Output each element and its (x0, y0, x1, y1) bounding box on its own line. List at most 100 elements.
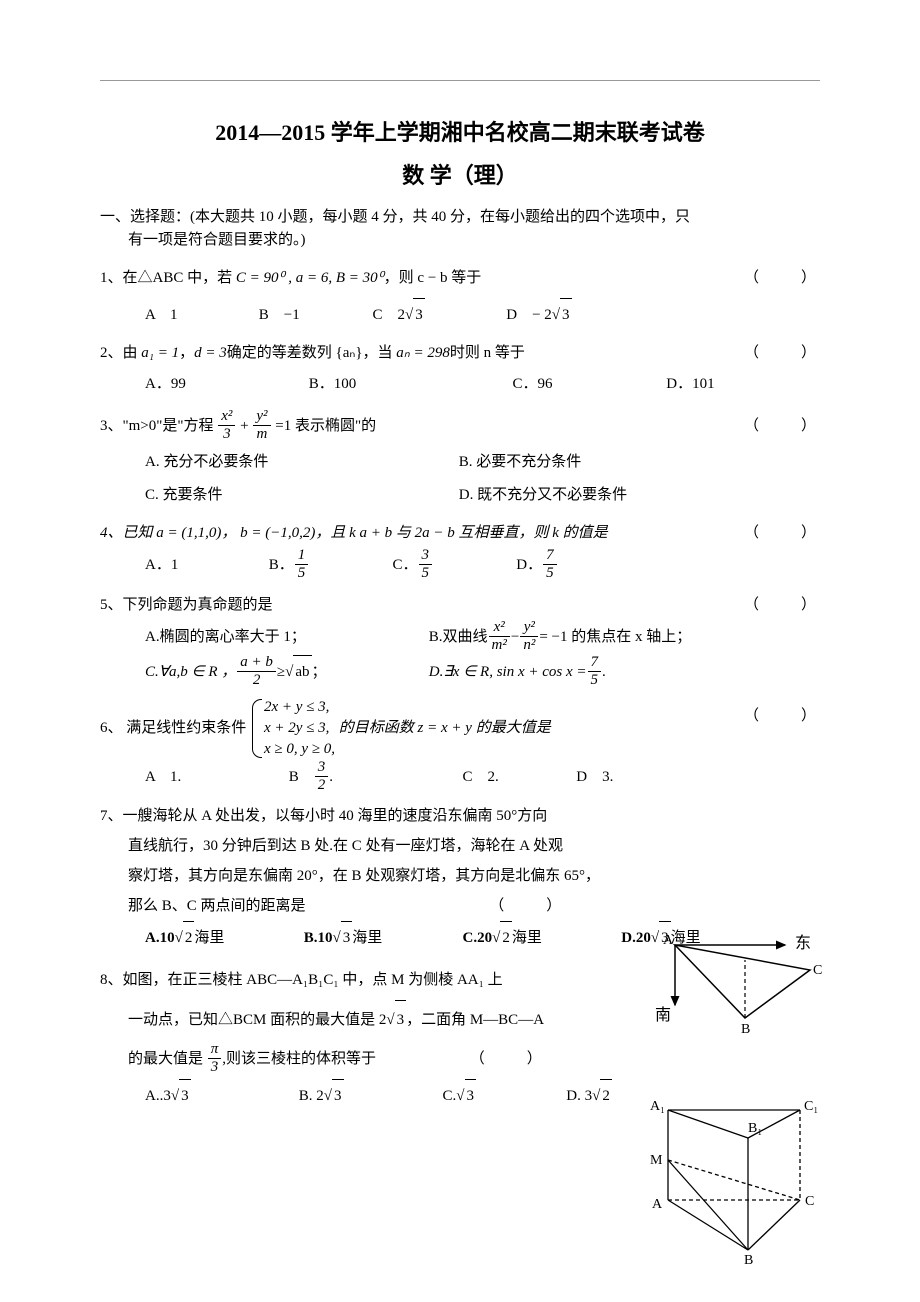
q1c-rad: 3 (413, 298, 425, 332)
q5b-d2: n² (520, 637, 538, 654)
q1d-sqrt: 3 (552, 298, 572, 332)
q6-post: 的目标函数 z = x + y 的最大值是 (339, 719, 551, 735)
q2-opt-a: A．99 (145, 368, 305, 401)
q1d-rad: 3 (560, 298, 572, 332)
q7-l1: 7、一艘海轮从 A 处出发，以每小时 40 海里的速度沿东偏南 50°方向 (100, 808, 547, 824)
q3-d1: 3 (218, 426, 235, 443)
q1d-pre: D − 2 (506, 299, 552, 332)
q3-stem: 3、"m>0"是"方程 x²3 + y²m =1 表示椭圆"的 （ ） (100, 407, 820, 446)
header-rule (100, 80, 820, 81)
q5c-rad: ab (293, 655, 311, 689)
q8d-rad: 2 (600, 1079, 612, 1113)
q8a-sqrt: 3 (171, 1079, 191, 1113)
q5-options: A.椭圆的离心率大于 1； B.双曲线 x²m² − y²n² = −1 的焦点… (100, 620, 820, 691)
q5b-f1: x²m² (489, 619, 510, 655)
q2-paren: （ ） (744, 338, 820, 368)
q5b-d1: m² (489, 637, 510, 654)
q3-opt-c: C. 充要条件 (145, 479, 455, 512)
q4-opt-d: D．75 (516, 548, 557, 584)
q8c-sqrt: 3 (456, 1079, 476, 1113)
q7c-post: 海里 (512, 922, 542, 955)
q7b-post: 海里 (352, 922, 382, 955)
q2-options: A．99 B．100 C．96 D．101 (100, 368, 820, 401)
q5c-sqrt: ab (285, 655, 311, 689)
q8-opt-a: A..33 (145, 1079, 295, 1113)
q6-stem: 6、 满足线性约束条件 2x + y ≤ 3, x + 2y ≤ 3, x ≥ … (100, 697, 820, 760)
q5d-d: 5 (588, 672, 602, 689)
q1-paren: （ ） (744, 259, 820, 298)
q4d-frac: 75 (543, 547, 557, 583)
q3-n2: y² (253, 408, 270, 426)
q5b-pre: B.双曲线 (429, 621, 488, 654)
q1-post: ，则 c − b 等于 (384, 270, 482, 286)
fig7-b: B (741, 1022, 750, 1037)
q3-post: =1 表示椭圆"的 (272, 418, 377, 434)
question-1: 1、在△ABC 中，若 C = 90⁰ , a = 6, B = 30⁰，则 c… (100, 259, 820, 332)
q5d-n: 7 (588, 654, 602, 672)
q6-l1: 2x + y ≤ 3, (264, 697, 335, 718)
q6-opt-d: D 3. (576, 761, 613, 794)
q5d-frac: 75 (588, 654, 602, 690)
q2-opt-d: D．101 (666, 368, 714, 401)
q8b-sqrt: 3 (324, 1079, 344, 1113)
q3-options: A. 充分不必要条件 B. 必要不充分条件 C. 充要条件 D. 既不充分又不必… (100, 446, 820, 512)
q5-stem: 5、下列命题为真命题的是 （ ） (100, 590, 820, 620)
q5b-minus: − (511, 621, 519, 654)
q5c-d: 2 (237, 672, 276, 689)
q8b-rad: 3 (332, 1079, 344, 1113)
q4b-frac: 15 (295, 547, 309, 583)
fig8-m: M (650, 1153, 663, 1168)
q3-paren: （ ） (744, 407, 820, 446)
q3-frac1: x²3 (218, 408, 235, 444)
fig7-c: C (813, 963, 822, 978)
q1-pre: 1、在△ABC 中，若 (100, 270, 236, 286)
q6-opt-c: C 2. (463, 761, 573, 794)
fig8-c: C (805, 1194, 814, 1209)
q5-opt-c: C.∀a,b ∈ R ，a + b2 ≥ ab ； (145, 655, 425, 691)
q3-pre: 3、"m>0"是"方程 (100, 418, 217, 434)
page-title: 2014—2015 学年上学期湘中名校高二期末联考试卷 (100, 116, 820, 149)
q4c-d: 5 (419, 565, 433, 582)
q7-l3: 察灯塔，其方向是东偏南 20°，在 B 处观察灯塔，其方向是北偏东 65°， (100, 868, 600, 884)
q5c-post: ； (312, 656, 327, 689)
q1-opt-a: A 1 (145, 299, 255, 332)
q4c-n: 3 (419, 547, 433, 565)
q2-a1: a₁ = 1 (141, 345, 179, 361)
q1-cond: C = 90⁰ , a = 6, B = 30⁰ (236, 270, 384, 286)
q3-opt-d: D. 既不充分又不必要条件 (459, 479, 627, 512)
q2-d: d = 3 (194, 345, 227, 361)
q5c-mid: ≥ (277, 656, 285, 689)
q6-opt-b: B 32. (289, 760, 459, 796)
q2-post: 时则 n 等于 (450, 345, 525, 361)
q5b-post: = −1 的焦点在 x 轴上； (539, 621, 691, 654)
q5b-f2: y²n² (520, 619, 538, 655)
q5-opt-a: A.椭圆的离心率大于 1； (145, 621, 425, 654)
q4c-frac: 35 (419, 547, 433, 583)
q3-d2: m (253, 426, 270, 443)
q5c-pre: C.∀a,b ∈ R ， (145, 656, 236, 689)
q2-m2: 确定的等差数列 {aₙ}，当 (227, 345, 397, 361)
q7-l4: 那么 B、C 两点间的距离是 (100, 898, 306, 914)
q7-opt-a: A.102海里 (145, 921, 300, 955)
q6-l3: x ≥ 0, y ≥ 0, (264, 739, 335, 760)
q4-text: 4、已知 a = (1,1,0)， b = (−1,0,2)，且 k a + b… (100, 525, 608, 541)
q7b-sqrt: 3 (333, 921, 353, 955)
q6b-frac: 32 (315, 759, 329, 795)
q7-stem: 7、一艘海轮从 A 处出发，以每小时 40 海里的速度沿东偏南 50°方向 直线… (100, 801, 820, 921)
q4d-n: 7 (543, 547, 557, 565)
q6-brace: 2x + y ≤ 3, x + 2y ≤ 3, x ≥ 0, y ≥ 0, (250, 697, 335, 760)
fig7-south: 南 (655, 1006, 671, 1024)
q4-options: A．1 B．15 C．35 D．75 (100, 548, 820, 584)
q8d-sqrt: 2 (592, 1079, 612, 1113)
q6b-d: 2 (315, 777, 329, 794)
q1-opt-b: B −1 (259, 299, 369, 332)
question-5: 5、下列命题为真命题的是 （ ） A.椭圆的离心率大于 1； B.双曲线 x²m… (100, 590, 820, 691)
q5c-frac: a + b2 (237, 654, 276, 690)
q5b-n1: x² (489, 619, 510, 637)
q8-l3-n: π (208, 1041, 222, 1059)
q5d-pre: D.∃x ∈ R, sin x + cos x = (429, 656, 587, 689)
q7a-sqrt: 2 (175, 921, 195, 955)
q3-opt-b: B. 必要不充分条件 (459, 446, 582, 479)
q7c-sqrt: 2 (492, 921, 512, 955)
figure-q8: A₁ C₁ B₁ M A C B (640, 1090, 825, 1265)
